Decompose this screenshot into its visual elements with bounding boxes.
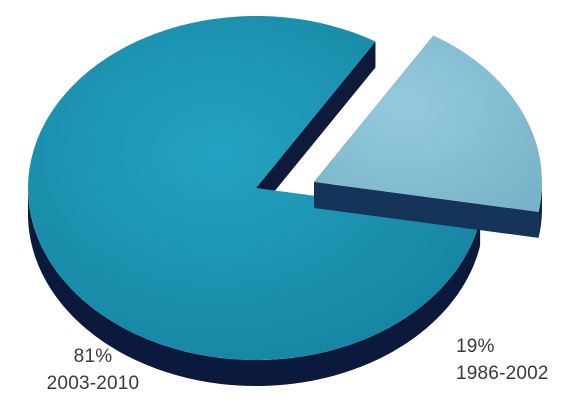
slice-label-2003-2010: 81% 2003-2010 [34, 343, 152, 397]
slice-value-label: 81% [73, 346, 113, 367]
slice-rim-1986-2002 [538, 182, 542, 238]
slice-side-1986-2002-front [314, 182, 539, 238]
slice-rim-2003-2010 [28, 189, 481, 386]
slice-category-label: 2003-2010 [46, 373, 140, 394]
slice-label-1986-2002: 19% 1986-2002 [456, 333, 549, 387]
slice-side-2003-2010-edge [256, 41, 376, 214]
slice-value-label: 19% [456, 336, 495, 357]
slice-2003-2010 [28, 15, 481, 360]
slice-category-label: 1986-2002 [456, 363, 549, 384]
slice-1986-2002 [314, 35, 543, 212]
